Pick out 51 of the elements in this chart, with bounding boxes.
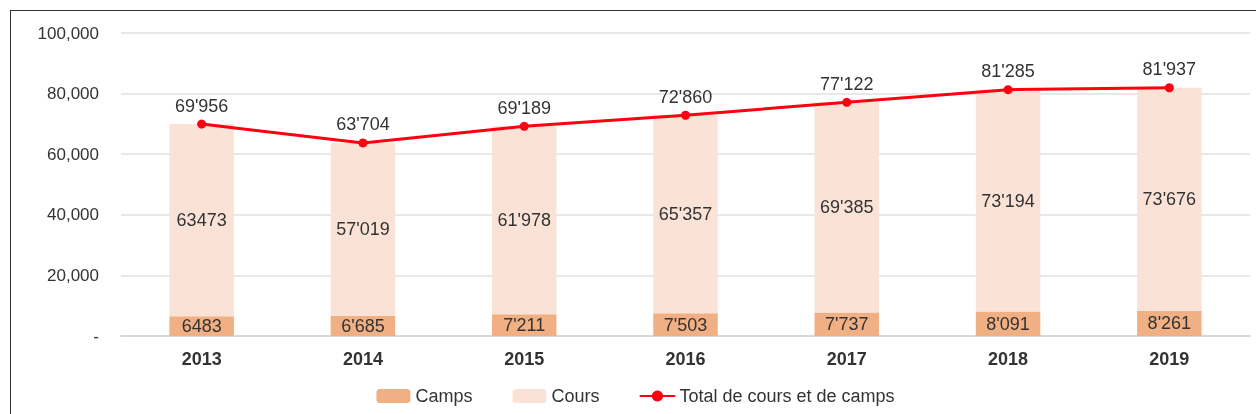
data-label: 6483 bbox=[181, 316, 222, 337]
point bbox=[681, 110, 690, 120]
bar bbox=[653, 115, 718, 314]
point bbox=[197, 119, 207, 129]
x-tick-label: 2017 bbox=[826, 349, 867, 369]
x-tick-label: 2018 bbox=[988, 349, 1029, 369]
x-tick-label: 2014 bbox=[342, 349, 383, 369]
x-tick-label: 2016 bbox=[665, 349, 706, 369]
data-label: 8'261 bbox=[1147, 313, 1192, 334]
data-label: 69'189 bbox=[497, 97, 551, 118]
bar bbox=[491, 126, 557, 315]
data-label: 63'704 bbox=[336, 114, 390, 135]
data-label: 6'685 bbox=[341, 315, 385, 336]
point bbox=[358, 138, 368, 148]
y-tick-label: - bbox=[93, 326, 99, 346]
x-tick-label: 2015 bbox=[504, 349, 545, 369]
data-label: 7'737 bbox=[825, 314, 869, 335]
bar bbox=[814, 102, 880, 313]
x-tick-label: 2013 bbox=[181, 349, 222, 369]
bar bbox=[975, 89, 1041, 312]
data-label: 7'503 bbox=[663, 314, 708, 335]
bar bbox=[1137, 87, 1202, 311]
legend-label: Camps bbox=[415, 386, 473, 406]
point bbox=[519, 121, 529, 131]
point bbox=[842, 97, 852, 107]
data-label: 69'385 bbox=[820, 197, 874, 218]
y-tick-label: 40,000 bbox=[47, 205, 99, 225]
point bbox=[1003, 85, 1013, 95]
data-label: 77'122 bbox=[820, 73, 874, 94]
data-label: 81'937 bbox=[1142, 59, 1197, 80]
data-label: 69'956 bbox=[174, 95, 229, 116]
y-tick-label: 60,000 bbox=[47, 144, 99, 164]
data-label: 61'978 bbox=[497, 210, 551, 231]
data-label: 81'285 bbox=[981, 61, 1035, 82]
data-label: 73'676 bbox=[1142, 189, 1197, 210]
legend-label: Total de cours et de camps bbox=[679, 386, 895, 406]
bar bbox=[330, 142, 396, 316]
y-tick-label: 20,000 bbox=[47, 265, 99, 285]
data-label: 7'211 bbox=[503, 315, 546, 336]
x-tick-label: 2019 bbox=[1149, 349, 1190, 369]
data-label: 72'860 bbox=[658, 86, 713, 107]
data-label: 57'019 bbox=[336, 219, 390, 240]
data-label: 8'091 bbox=[986, 313, 1030, 334]
data-label: 65'357 bbox=[658, 204, 713, 225]
data-label: 73'194 bbox=[981, 190, 1035, 211]
y-tick-label: 80,000 bbox=[47, 84, 99, 104]
y-tick-label: 100,000 bbox=[37, 23, 99, 43]
legend-label: Cours bbox=[551, 386, 600, 406]
bar bbox=[169, 124, 234, 317]
data-label: 63473 bbox=[176, 210, 227, 231]
point bbox=[1164, 83, 1174, 93]
